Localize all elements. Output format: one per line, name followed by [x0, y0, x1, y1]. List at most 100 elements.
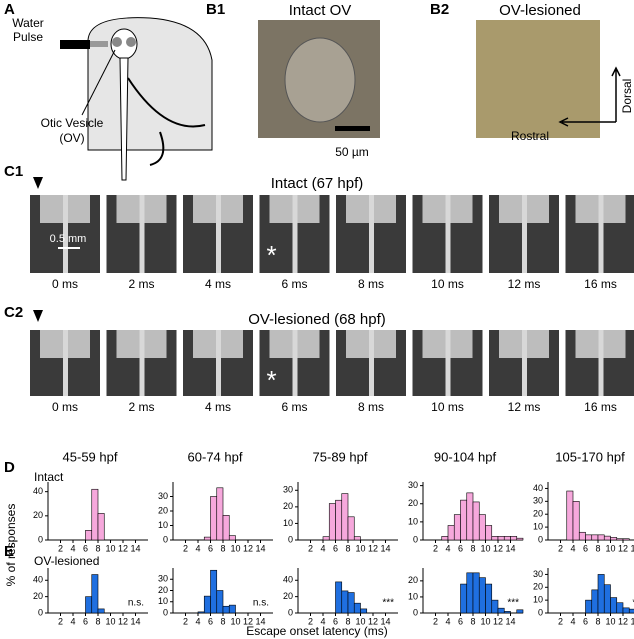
- x-tick-label: 10: [105, 616, 115, 626]
- x-tick-label: 8: [470, 616, 475, 626]
- x-tick-label: 2: [433, 616, 438, 626]
- fish: [598, 330, 604, 396]
- bar: [216, 487, 224, 541]
- orientation-arrows: [558, 66, 621, 127]
- y-tick-label: 20: [283, 591, 293, 601]
- x-tick-label: 8: [345, 543, 350, 553]
- y-tick-label: 30: [533, 496, 543, 506]
- fish: [522, 330, 527, 396]
- x-tick-label: 4: [320, 543, 325, 553]
- y-tick-label: 0: [538, 607, 543, 617]
- time-label: 16 ms: [584, 277, 617, 291]
- x-axis-title: Escape onset latency (ms): [246, 624, 387, 638]
- x-tick-label: 14: [630, 543, 634, 553]
- x-tick-label: 4: [570, 616, 575, 626]
- x-tick-label: 10: [480, 616, 490, 626]
- bar: [516, 609, 524, 614]
- bar: [616, 538, 624, 541]
- y-tick-label: 40: [33, 486, 43, 496]
- bar: [491, 536, 499, 541]
- x-tick-label: 4: [570, 543, 575, 553]
- row-label: OV-lesioned: [34, 554, 99, 568]
- fish: [369, 195, 374, 273]
- annotation: ***: [507, 598, 519, 609]
- otic-vesicle: [284, 37, 356, 123]
- bar: [585, 599, 593, 614]
- bar: [353, 536, 361, 541]
- time-label: 4 ms: [205, 400, 231, 414]
- dish: [87, 17, 213, 151]
- y-tick-label: 40: [533, 483, 543, 493]
- x-tick-label: 4: [195, 616, 200, 626]
- y-tick-label: 20: [408, 575, 418, 585]
- bar: [485, 583, 493, 614]
- x-tick-label: 12: [243, 543, 253, 553]
- scale-label: 50 µm: [335, 145, 369, 159]
- y-tick-label: 10: [408, 516, 418, 526]
- x-tick-label: 6: [208, 543, 213, 553]
- time-label: 0 ms: [52, 400, 78, 414]
- x-tick-label: 8: [220, 616, 225, 626]
- bar: [566, 490, 574, 541]
- bar: [441, 536, 449, 541]
- x-tick-label: 6: [583, 543, 588, 553]
- fish: [292, 330, 298, 396]
- time-label: 8 ms: [358, 400, 384, 414]
- x-tick-label: 4: [445, 616, 450, 626]
- x-tick-label: 14: [505, 616, 515, 626]
- eye: [112, 37, 122, 47]
- x-tick-label: 2: [58, 616, 63, 626]
- fish-body: [119, 57, 129, 181]
- x-tick-label: 4: [195, 543, 200, 553]
- bar: [447, 525, 455, 541]
- bar: [503, 536, 511, 541]
- fish: [139, 330, 145, 396]
- stimulus-marker: [33, 310, 43, 322]
- x-tick-label: 14: [380, 616, 390, 626]
- age-header: 60-74 hpf: [188, 449, 243, 464]
- stimulus-marker: [33, 177, 43, 189]
- x-tick-label: 8: [595, 616, 600, 626]
- bar: [622, 538, 630, 541]
- x-tick-label: 6: [458, 543, 463, 553]
- time-label: 4 ms: [205, 277, 231, 291]
- label: Pulse: [13, 30, 43, 44]
- y-tick-label: 10: [533, 521, 543, 531]
- x-tick-label: 2: [558, 616, 563, 626]
- fish: [216, 330, 221, 396]
- y-tick-label: 30: [283, 485, 293, 495]
- fish: [445, 330, 451, 396]
- time-label: 12 ms: [508, 277, 541, 291]
- time-label: 10 ms: [431, 277, 464, 291]
- label: Water: [12, 16, 44, 30]
- bar: [597, 574, 605, 614]
- scale-bar: [58, 247, 80, 249]
- bar: [322, 536, 330, 541]
- annotation: ***: [382, 598, 394, 609]
- x-tick-label: 6: [83, 543, 88, 553]
- time-label: 16 ms: [584, 400, 617, 414]
- x-tick-label: 12: [493, 616, 503, 626]
- annotation: ***: [632, 598, 634, 609]
- fish: [445, 195, 451, 273]
- panel-label: E: [4, 543, 14, 560]
- y-tick-label: 0: [163, 607, 168, 617]
- bar: [628, 608, 634, 614]
- bar: [347, 516, 355, 541]
- bar: [222, 605, 230, 614]
- axis-dir: Rostral: [511, 129, 549, 143]
- fish: [598, 195, 604, 273]
- bar: [591, 534, 599, 541]
- y-tick-label: 10: [158, 596, 168, 606]
- fish: [292, 195, 298, 273]
- bar: [616, 602, 624, 614]
- x-tick-label: 14: [380, 543, 390, 553]
- y-tick-label: 40: [33, 575, 43, 585]
- x-tick-label: 8: [595, 543, 600, 553]
- y-tick-label: 20: [408, 498, 418, 508]
- y-axis-title: % of responses: [4, 504, 18, 587]
- bar: [478, 514, 486, 541]
- y-tick-label: 30: [158, 574, 168, 584]
- photo-title: Intact OV: [289, 2, 352, 19]
